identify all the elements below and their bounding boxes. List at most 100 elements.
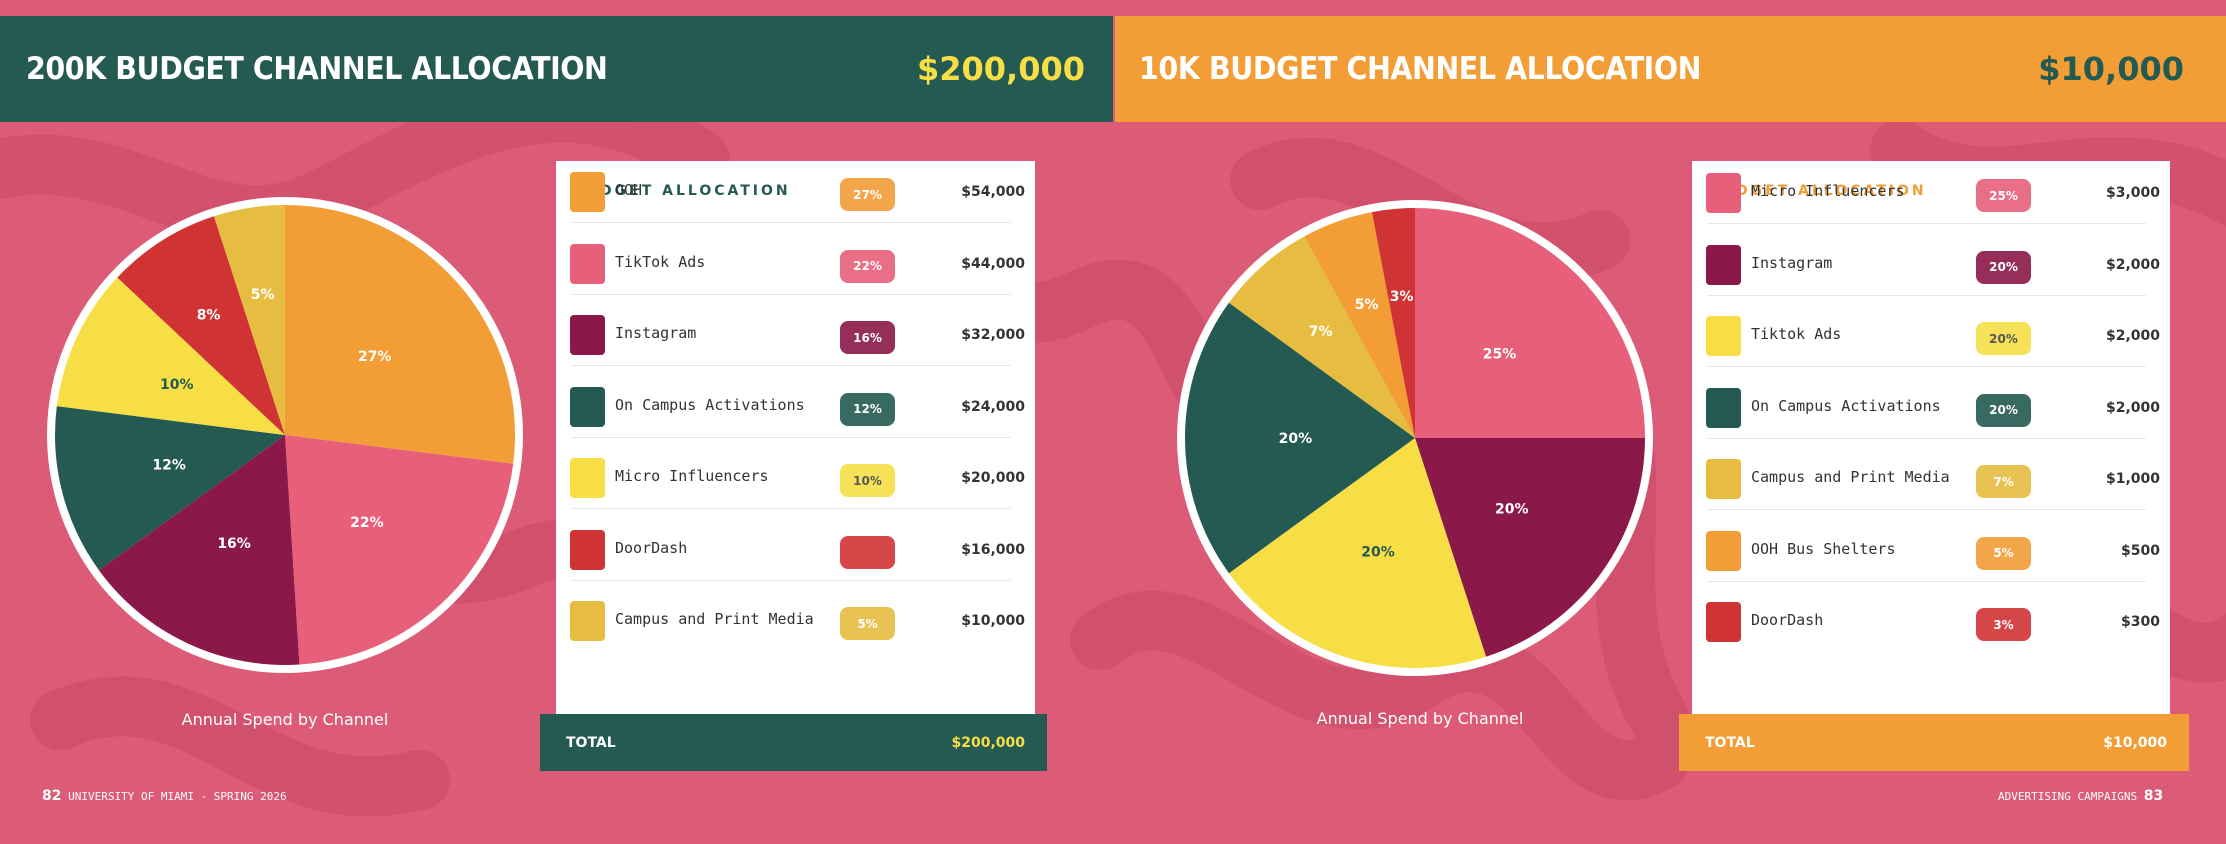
pie-chart-10k: 25% 20% 20% 20% 7% 5% 3% [1177,200,1653,676]
table-row: Micro Influencers 25% $3,000 [1692,153,2170,224]
total-bar-10k: TOTAL $10,000 [1679,714,2189,771]
percent-badge: 25% [1976,179,2031,212]
page-number: 82 [42,788,62,804]
row-divider [572,222,1011,223]
row-divider [572,436,1011,438]
channel-name: On Campus Activations [1751,396,1941,415]
header-title: 200k Budget Channel Allocation [26,51,608,87]
color-swatch [1706,244,1741,285]
color-swatch [570,172,605,212]
row-divider [1708,294,2146,296]
color-swatch [570,458,605,498]
channel-name: DoorDash [1751,611,1824,629]
percent-badge: 22% [840,249,895,283]
channel-amount: $2,000 [2105,328,2160,344]
total-value: $200,000 [951,734,1025,751]
percent-badge: 20% [1976,322,2031,355]
table-row: DoorDash $16,000 [556,510,1035,581]
channel-amount: $500 [2121,542,2160,559]
pie-slice [1228,438,1487,668]
row-divider [1708,437,2146,439]
pie-slice-label: 5% [1355,297,1379,313]
pie-caption: Annual Spend by Channel [181,710,389,729]
channel-name: DoorDash [615,538,688,557]
header-amount: $200,000 [916,50,1085,88]
pie-slice [213,205,285,435]
channel-amount: $24,000 [961,398,1025,415]
total-value: $10,000 [2103,734,2167,751]
total-bar-200k: TOTAL $200,000 [540,714,1047,771]
color-swatch [1706,602,1741,642]
budget-allocation-card-200k: Budget Allocation OOH 27% $54,000 TikTok Ad… [556,161,1035,715]
pie-caption: Annual Spend by Channel [1316,709,1524,728]
pie-slice [1228,236,1415,438]
pie-slice [1415,438,1645,657]
color-swatch [1706,316,1741,356]
pie-slice-label: 16% [217,536,251,552]
pie-slice-label: 7% [1309,324,1333,340]
percent-badge: 10% [840,464,895,497]
percent-badge: 5% [840,607,895,640]
channel-name: OOH [615,181,643,199]
pie-slice-label: 20% [1361,545,1395,561]
table-row: DoorDash 3% $300 [1692,582,2170,653]
channel-amount: $10,000 [961,613,1025,629]
pie-slice [55,406,285,571]
pie-slice [1304,212,1415,438]
header-200k: 200k Budget Channel Allocation $200,000 [0,16,1113,122]
channel-amount: $54,000 [961,184,1025,200]
table-row: Micro Influencers 10% $20,000 [556,438,1035,509]
percent-badge: 27% [840,178,895,211]
pie-slice-label: 27% [358,349,392,365]
channel-amount: $16,000 [961,541,1025,558]
row-divider [572,293,1011,295]
footer-text: ADVERTISING CAMPAIGNS [1998,790,2138,803]
card-title: Budget Allocation [1708,183,1927,199]
table-row: TikTok Ads 22% $44,000 [556,224,1035,295]
percent-badge: 3% [1976,608,2031,641]
row-divider [1708,580,2146,582]
table-row: On Campus Activations 20% $2,000 [1692,368,2170,439]
pie-chart-200k: 27% 22% 16% 12% 10% 8% 5% [47,197,523,673]
pie-slice [285,205,515,464]
table-row: OOH 27% $54,000 [556,152,1035,223]
color-swatch [570,243,605,284]
color-swatch [1706,387,1741,428]
channel-amount: $300 [2121,614,2160,630]
channel-amount: $44,000 [961,255,1025,272]
pie-slice [1185,302,1415,574]
pie-slice-label: 25% [1483,346,1517,362]
channel-name: TikTok Ads [615,252,706,271]
pie-slice-label: 20% [1495,501,1529,517]
total-label: TOTAL [1705,734,1755,751]
percent-badge: 20% [1976,393,2031,427]
percent-badge: 12% [840,392,895,426]
channel-name: Micro Influencers [1751,182,1905,200]
table-row: Tiktok Ads 20% $2,000 [1692,296,2170,367]
table-row: On Campus Activations 12% $24,000 [556,367,1035,438]
color-swatch [570,315,605,355]
page-number: 83 [2143,788,2164,804]
pie-slice-label: 3% [1390,289,1414,305]
footer-right: ADVERTISING CAMPAIGNS 83 [1998,788,2163,804]
color-swatch [1706,459,1741,499]
pie-slice-label: 20% [1279,431,1313,447]
header-10k: 10k Budget Channel Allocation $10,000 [1115,16,2226,122]
footer-text: UNIVERSITY OF MIAMI - SPRING 2026 [68,790,287,803]
percent-badge: 7% [1976,465,2031,498]
percent-badge: 16% [840,321,895,354]
channel-name: OOH Bus Shelters [1751,539,1896,558]
row-divider [572,579,1011,581]
channel-amount: $2,000 [2105,399,2160,416]
color-swatch [570,601,605,641]
row-divider [1708,223,2146,224]
row-divider [1708,366,2146,367]
channel-amount: $1,000 [2105,471,2160,487]
header-amount: $10,000 [2038,50,2184,88]
total-label: TOTAL [566,734,616,751]
channel-name: Instagram [615,324,697,342]
color-swatch [570,529,605,570]
channel-amount: $20,000 [961,470,1025,486]
pie-slice-label: 5% [251,287,275,303]
channel-name: Campus and Print Media [615,610,814,628]
